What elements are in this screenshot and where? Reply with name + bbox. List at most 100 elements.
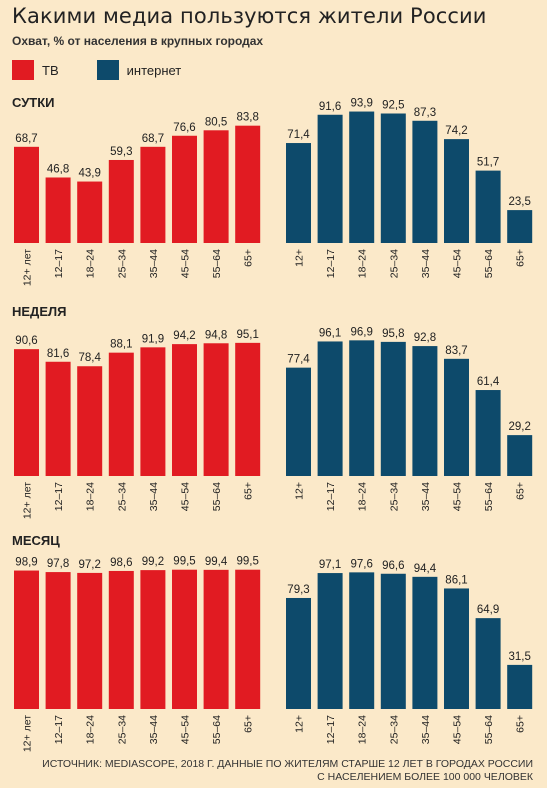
bar-day-tv-3 — [108, 159, 134, 243]
bar-week-internet-1 — [317, 341, 343, 476]
value-label-week-tv-1: 81,6 — [47, 348, 69, 360]
value-label-week-tv-3: 88,1 — [110, 339, 132, 351]
value-label-month-internet-1: 97,1 — [319, 559, 341, 571]
tick-label-month-internet-2: 18–24 — [357, 715, 369, 744]
bar-day-tv-2 — [77, 181, 103, 243]
tick-label-month-tv-1: 12–17 — [53, 715, 65, 744]
bar-day-internet-4 — [412, 120, 438, 243]
value-label-day-internet-1: 91,6 — [319, 101, 341, 113]
value-label-week-internet-6: 61,4 — [477, 376, 500, 388]
bar-month-internet-3 — [380, 573, 406, 709]
bar-day-internet-7 — [507, 210, 533, 243]
value-label-day-tv-6: 80,5 — [205, 116, 227, 128]
tick-label-week-tv-0: 12+ лет — [22, 482, 34, 519]
tick-label-week-internet-4: 35–44 — [420, 482, 432, 511]
tick-label-week-internet-6: 55–64 — [483, 482, 495, 511]
value-label-week-internet-0: 77,4 — [287, 354, 310, 366]
value-label-month-tv-7: 99,5 — [237, 556, 259, 568]
tick-label-day-tv-0: 12+ лет — [22, 249, 34, 286]
bar-week-internet-4 — [412, 346, 438, 476]
legend: ТВ интернет — [12, 60, 203, 80]
tick-label-month-internet-7: 65+ — [515, 715, 527, 733]
legend-label-tv: ТВ — [42, 62, 59, 78]
tick-label-day-tv-3: 25–34 — [116, 249, 128, 278]
bar-month-internet-7 — [507, 664, 533, 709]
value-label-week-tv-2: 78,4 — [79, 352, 102, 364]
bar-month-tv-3 — [108, 570, 134, 709]
tick-label-month-internet-1: 12–17 — [325, 715, 337, 744]
value-label-day-internet-3: 92,5 — [382, 100, 404, 112]
bar-day-tv-1 — [45, 177, 71, 243]
tick-label-month-internet-5: 45–54 — [452, 715, 464, 744]
bar-month-internet-2 — [349, 572, 375, 709]
value-label-month-internet-2: 97,6 — [351, 558, 373, 570]
bar-month-internet-5 — [444, 588, 469, 709]
bar-week-tv-1 — [45, 361, 71, 476]
value-label-week-tv-5: 94,2 — [173, 330, 195, 342]
bar-month-internet-1 — [317, 573, 343, 709]
tick-label-week-internet-2: 18–24 — [357, 482, 369, 511]
bar-day-tv-6 — [203, 130, 229, 243]
value-label-day-tv-4: 68,7 — [142, 133, 164, 145]
tick-label-week-tv-3: 25–34 — [116, 482, 128, 511]
bar-day-tv-5 — [172, 135, 197, 243]
value-label-day-internet-4: 87,3 — [414, 107, 436, 119]
tick-label-week-tv-4: 35–44 — [148, 482, 160, 511]
legend-label-internet: интернет — [126, 62, 182, 78]
value-label-day-internet-2: 93,9 — [351, 98, 373, 110]
value-label-week-internet-2: 96,9 — [351, 326, 373, 338]
bar-month-tv-6 — [203, 569, 229, 709]
value-label-month-internet-7: 31,5 — [509, 651, 531, 663]
value-label-month-tv-5: 99,5 — [173, 556, 195, 568]
bar-day-internet-2 — [349, 111, 375, 243]
value-label-month-tv-0: 98,9 — [15, 557, 37, 569]
bar-week-tv-2 — [77, 366, 103, 476]
tick-label-month-tv-6: 55–64 — [211, 715, 223, 744]
source-note: ИСТОЧНИК: MEDIASCOPE, 2018 Г. ДАННЫЕ ПО … — [42, 758, 533, 784]
value-label-week-internet-3: 95,8 — [382, 328, 404, 340]
tick-label-month-tv-7: 65+ — [243, 715, 255, 733]
bar-day-tv-4 — [140, 146, 166, 243]
tick-label-day-internet-3: 25–34 — [388, 249, 400, 278]
legend-item-tv: ТВ — [12, 60, 59, 80]
bar-week-internet-3 — [380, 341, 406, 476]
tick-label-day-internet-2: 18–24 — [357, 249, 369, 278]
tick-label-day-internet-4: 35–44 — [420, 249, 432, 278]
tick-label-day-tv-4: 35–44 — [148, 249, 160, 278]
bar-month-tv-5 — [172, 569, 197, 709]
tick-label-week-tv-5: 45–54 — [180, 482, 192, 511]
value-label-day-internet-0: 71,4 — [287, 129, 310, 141]
tick-label-week-internet-7: 65+ — [515, 482, 527, 500]
value-label-month-tv-2: 97,2 — [79, 559, 101, 571]
tick-label-day-internet-1: 12–17 — [325, 249, 337, 278]
tick-label-month-internet-4: 35–44 — [420, 715, 432, 744]
tick-label-week-tv-1: 12–17 — [53, 482, 65, 511]
value-label-week-internet-7: 29,2 — [509, 421, 531, 433]
bar-day-internet-5 — [444, 139, 469, 243]
bar-day-internet-0 — [286, 143, 311, 243]
source-line-1: ИСТОЧНИК: MEDIASCOPE, 2018 Г. ДАННЫЕ ПО … — [42, 758, 533, 770]
bar-month-tv-2 — [77, 572, 103, 709]
value-label-month-tv-6: 99,4 — [205, 556, 228, 568]
panel-title-month: МЕСЯЦ — [12, 533, 60, 548]
tick-label-day-tv-2: 18–24 — [85, 249, 97, 278]
bar-week-tv-4 — [140, 347, 166, 476]
value-label-week-tv-6: 94,8 — [205, 329, 227, 341]
tick-label-week-internet-0: 12+ — [294, 482, 306, 500]
tick-label-week-internet-3: 25–34 — [388, 482, 400, 511]
tick-label-month-tv-5: 45–54 — [180, 715, 192, 744]
bar-day-internet-1 — [317, 114, 343, 243]
bar-month-tv-1 — [45, 572, 71, 709]
tick-label-day-internet-6: 55–64 — [483, 249, 495, 278]
tick-label-day-internet-0: 12+ — [294, 249, 306, 267]
bar-month-internet-4 — [412, 576, 438, 709]
tick-label-week-tv-2: 18–24 — [85, 482, 97, 511]
bar-day-internet-3 — [380, 113, 406, 243]
bar-day-internet-6 — [475, 170, 501, 243]
bar-month-internet-6 — [475, 618, 501, 709]
value-label-day-tv-3: 59,3 — [110, 146, 132, 158]
tick-label-month-internet-3: 25–34 — [388, 715, 400, 744]
value-label-day-tv-1: 46,8 — [47, 163, 69, 175]
legend-swatch-internet — [96, 60, 119, 80]
tick-label-month-tv-4: 35–44 — [148, 715, 160, 744]
